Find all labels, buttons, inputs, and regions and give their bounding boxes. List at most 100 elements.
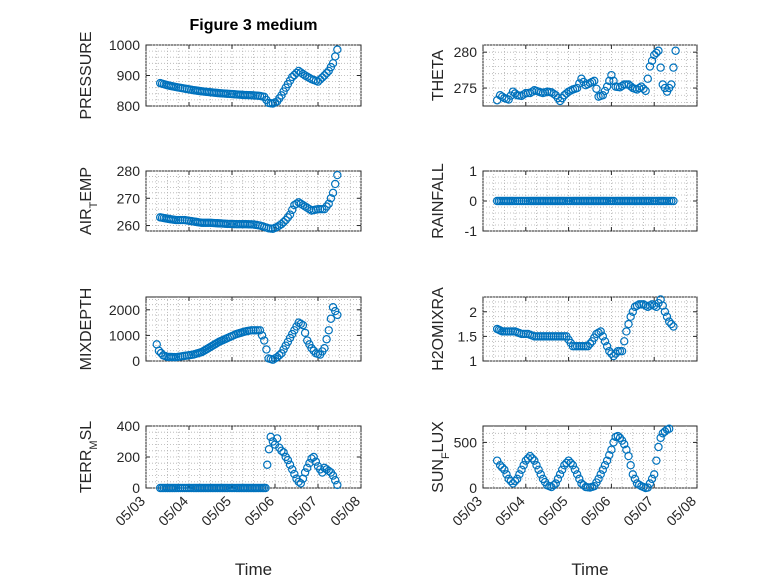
theta-point	[630, 84, 640, 93]
theta-ylabel: THETA	[430, 50, 447, 102]
sun-flux-ytick-label: 0	[469, 480, 477, 496]
rainfall-point	[515, 196, 524, 206]
terr-msl-xtick-label: 05/05	[198, 493, 234, 529]
mixdepth-point	[238, 327, 248, 337]
theta-point	[523, 88, 533, 98]
mixdepth-point	[260, 336, 269, 345]
h2omixra-ytick-label: 1.5	[458, 328, 478, 344]
air-temp-point	[318, 204, 327, 214]
theta-point	[669, 63, 678, 72]
terr-msl-xtick-label: 05/06	[241, 493, 277, 529]
sun-flux-point	[664, 424, 674, 433]
mixdepth-ytick-label: 2000	[109, 302, 140, 318]
sun-flux-point	[598, 465, 608, 474]
h2omixra-point	[515, 328, 524, 338]
sun-flux-point	[532, 461, 541, 470]
sun-flux-point	[643, 483, 652, 492]
pressure-point	[275, 94, 284, 103]
pressure-point	[279, 87, 288, 96]
terr-msl-point	[290, 469, 299, 479]
mixdepth-point	[244, 326, 254, 335]
sun-flux-ytick-label: 500	[454, 434, 478, 450]
theta-ytick-label: 275	[454, 80, 478, 96]
pressure-point	[266, 99, 275, 108]
pressure-point	[170, 82, 179, 91]
rainfall-point	[601, 196, 610, 206]
theta-point	[613, 82, 623, 92]
sun-flux-xtick-label: 05/08	[663, 493, 699, 529]
mixdepth-point	[318, 347, 327, 356]
sun-flux-point	[628, 470, 638, 479]
air-temp-point	[333, 170, 342, 180]
pressure-point	[322, 69, 331, 78]
theta-point	[583, 79, 593, 89]
air-temp-point	[311, 205, 321, 214]
sun-flux-ylabel: SUNFLUX	[430, 421, 452, 493]
pressure-ytick-label: 1000	[109, 37, 140, 53]
terr-msl-point	[285, 460, 295, 469]
sun-flux-point	[557, 465, 567, 474]
pressure-ylabel: PRESSURE	[78, 31, 95, 119]
theta-point	[506, 91, 516, 100]
mixdepth-point	[279, 345, 288, 354]
terr-msl-point	[221, 483, 231, 493]
theta-point	[647, 56, 657, 65]
sun-flux-point	[592, 478, 601, 487]
sun-flux-xtick-label: 05/07	[620, 493, 656, 529]
theta-point	[570, 84, 580, 93]
theta-point	[639, 84, 648, 93]
terr-msl-ytick-label: 0	[132, 480, 140, 496]
mixdepth-point	[300, 328, 310, 338]
h2omixra-point	[637, 300, 646, 309]
theta-point	[519, 90, 528, 99]
h2omixra-point	[534, 332, 543, 341]
pressure-point	[315, 75, 325, 84]
theta-point	[656, 63, 665, 72]
mixdepth-point	[292, 322, 301, 331]
theta-point	[528, 87, 537, 96]
h2omixra-point	[602, 342, 612, 351]
theta-point	[557, 93, 567, 103]
h2omixra-point	[615, 346, 625, 356]
terr-msl-point	[283, 455, 293, 465]
h2omixra-point	[590, 333, 599, 342]
sun-flux-point	[534, 465, 543, 474]
sun-flux-point	[626, 461, 635, 470]
sun-flux-point	[602, 456, 612, 465]
sun-flux-point	[536, 470, 545, 479]
theta-point	[643, 74, 652, 83]
h2omixra-point	[600, 337, 610, 346]
terr-msl-ytick-label: 400	[117, 418, 141, 434]
air-temp-point	[285, 210, 295, 219]
h2omixra-point	[572, 342, 582, 351]
h2omixra-point	[622, 327, 631, 336]
h2omixra-point	[662, 312, 672, 321]
rainfall-series	[492, 196, 678, 206]
rainfall-point	[667, 196, 676, 206]
h2omixra-point	[626, 312, 635, 321]
sun-flux-point	[495, 461, 505, 470]
sun-flux-point	[632, 479, 642, 488]
rainfall-point	[558, 196, 567, 206]
sun-flux-point	[528, 454, 537, 463]
h2omixra-point	[628, 307, 638, 316]
figure-title: Figure 3 medium	[189, 17, 317, 34]
h2omixra-point	[581, 342, 590, 351]
rainfall-ytick-label: 0	[469, 193, 477, 209]
sun-flux-point	[564, 456, 573, 465]
sun-flux-point	[508, 479, 518, 488]
sun-flux-xlabel: Time	[571, 560, 608, 579]
air-temp-point	[331, 179, 340, 189]
terr-msl-point	[178, 483, 187, 493]
theta-point	[596, 91, 605, 101]
theta-ytick-label: 280	[454, 44, 478, 60]
terr-msl-series	[155, 432, 342, 493]
terr-msl-point	[309, 452, 318, 462]
sun-flux-point	[579, 481, 588, 490]
air-temp-point	[178, 215, 187, 225]
mixdepth-ytick-label: 0	[132, 353, 140, 369]
sun-flux-point	[545, 481, 554, 491]
theta-point	[645, 62, 655, 71]
theta-point	[635, 83, 644, 93]
sun-flux-point	[607, 445, 616, 454]
